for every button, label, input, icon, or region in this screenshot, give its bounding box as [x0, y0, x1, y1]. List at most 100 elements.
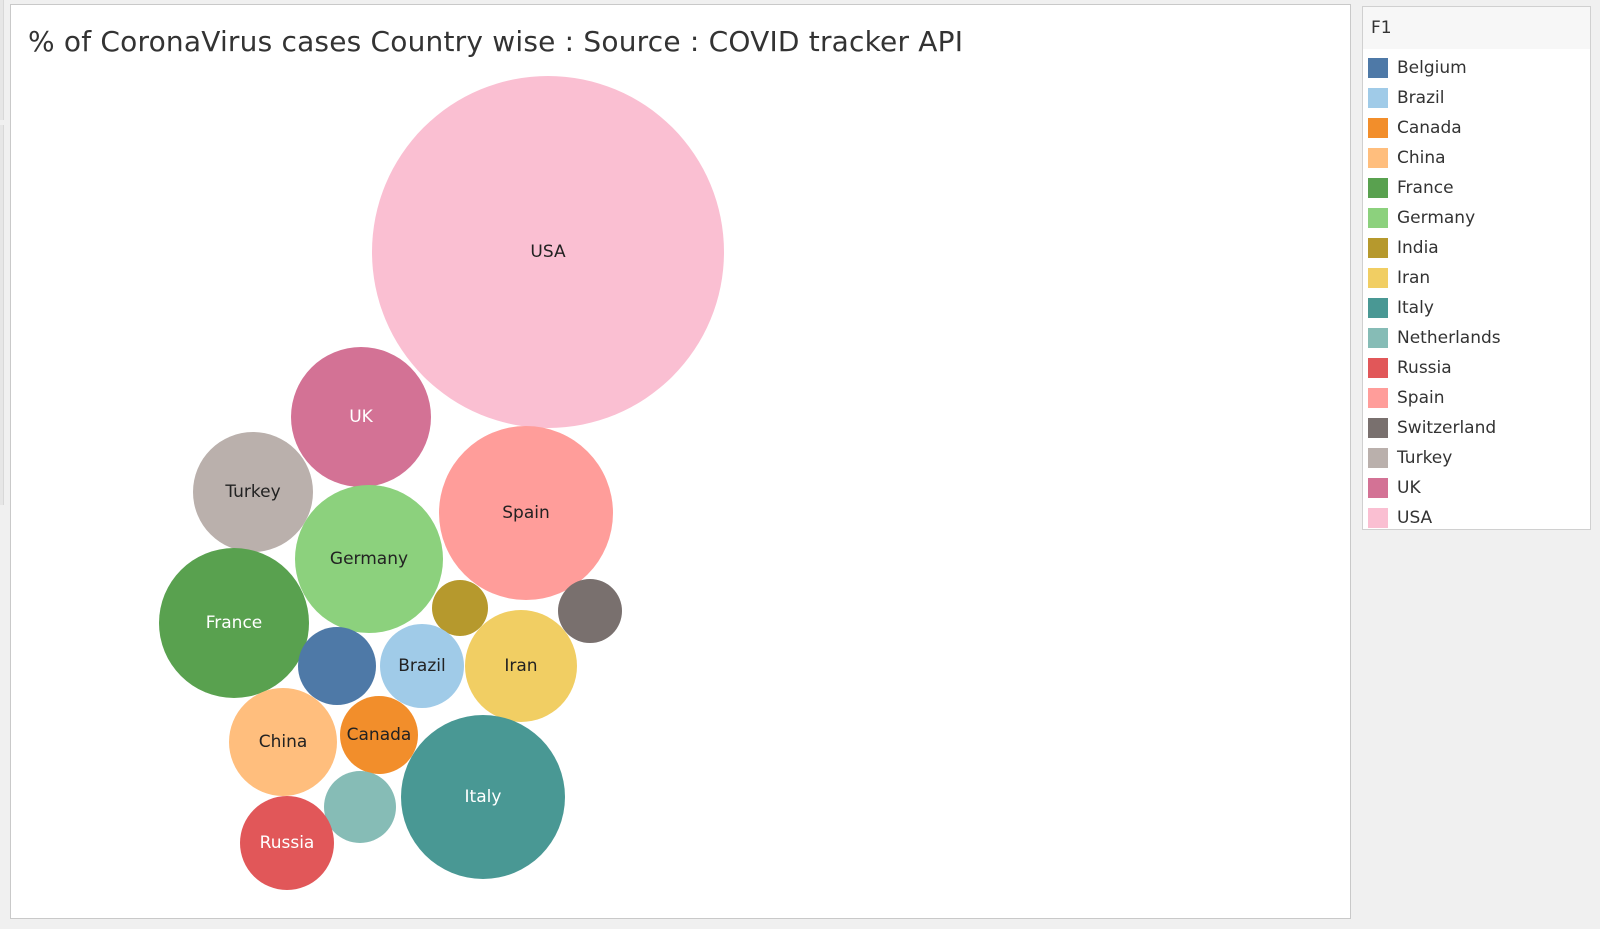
- legend-label: Spain: [1397, 388, 1445, 408]
- bubble-switzerland[interactable]: [558, 579, 622, 643]
- legend-title: F1: [1363, 7, 1590, 49]
- bubble-label: Canada: [347, 725, 412, 745]
- bubble-label: Italy: [465, 787, 502, 807]
- bubble-belgium[interactable]: [298, 627, 376, 705]
- legend-item[interactable]: Turkey: [1363, 443, 1590, 473]
- legend-label: France: [1397, 178, 1454, 198]
- legend-swatch: [1368, 88, 1388, 108]
- legend-item[interactable]: Canada: [1363, 113, 1590, 143]
- bubble-iran[interactable]: Iran: [465, 610, 577, 722]
- bubble-label: Spain: [502, 503, 550, 523]
- bubble-circle[interactable]: [372, 76, 724, 428]
- legend-swatch: [1368, 208, 1388, 228]
- bubble-turkey[interactable]: Turkey: [193, 432, 313, 552]
- legend-swatch: [1368, 298, 1388, 318]
- legend-item[interactable]: UK: [1363, 473, 1590, 503]
- legend-swatch: [1368, 238, 1388, 258]
- legend-label: UK: [1397, 478, 1421, 498]
- bubble-canada[interactable]: Canada: [340, 696, 418, 774]
- bubble-circle[interactable]: [380, 624, 464, 708]
- chart-panel: % of CoronaVirus cases Country wise : So…: [10, 4, 1351, 919]
- bubble-circle[interactable]: [465, 610, 577, 722]
- legend-item[interactable]: Russia: [1363, 353, 1590, 383]
- bubble-circle[interactable]: [324, 771, 396, 843]
- legend-swatch: [1368, 358, 1388, 378]
- legend-item[interactable]: USA: [1363, 503, 1590, 533]
- legend-label: Germany: [1397, 208, 1476, 228]
- legend-label: Canada: [1397, 118, 1462, 138]
- legend-label: Russia: [1397, 358, 1452, 378]
- bubble-germany[interactable]: Germany: [295, 485, 443, 633]
- legend-item[interactable]: Switzerland: [1363, 413, 1590, 443]
- legend-swatch: [1368, 58, 1388, 78]
- bubble-circle[interactable]: [291, 347, 431, 487]
- bubble-label: France: [206, 613, 263, 633]
- left-edge-strip: [0, 0, 4, 120]
- legend-item[interactable]: Netherlands: [1363, 323, 1590, 353]
- legend-label: Iran: [1397, 268, 1431, 288]
- bubble-circle[interactable]: [298, 627, 376, 705]
- left-edge-strip: [0, 125, 4, 505]
- legend-label: Switzerland: [1397, 418, 1497, 438]
- legend-list: Belgium Brazil Canada China France Germany Ind…: [1363, 49, 1590, 533]
- bubble-circle[interactable]: [193, 432, 313, 552]
- bubble-china[interactable]: China: [229, 688, 337, 796]
- legend-label: India: [1397, 238, 1439, 258]
- legend-panel: F1 Belgium Brazil Canada China France Germany…: [1362, 6, 1591, 530]
- legend-swatch: [1368, 118, 1388, 138]
- legend-label: Netherlands: [1397, 328, 1501, 348]
- bubble-russia[interactable]: Russia: [240, 796, 334, 890]
- legend-item[interactable]: China: [1363, 143, 1590, 173]
- bubble-chart: USA UK Spain Turkey Germany France Brazil Iran C…: [159, 76, 724, 890]
- legend-item[interactable]: Brazil: [1363, 83, 1590, 113]
- chart-title: % of CoronaVirus cases Country wise : So…: [28, 25, 964, 58]
- legend-swatch: [1368, 448, 1388, 468]
- bubble-brazil[interactable]: Brazil: [380, 624, 464, 708]
- bubble-label: Russia: [260, 833, 315, 853]
- bubble-circle[interactable]: [229, 688, 337, 796]
- bubble-circle[interactable]: [439, 426, 613, 600]
- legend-item[interactable]: Germany: [1363, 203, 1590, 233]
- bubble-label: Germany: [330, 549, 408, 569]
- bubble-circle[interactable]: [295, 485, 443, 633]
- legend-item[interactable]: Belgium: [1363, 53, 1590, 83]
- bubble-circle[interactable]: [159, 548, 309, 698]
- bubble-label: USA: [530, 242, 566, 262]
- legend-swatch: [1368, 508, 1388, 528]
- bubble-france[interactable]: France: [159, 548, 309, 698]
- bubble-label: UK: [349, 407, 373, 427]
- legend-item[interactable]: Iran: [1363, 263, 1590, 293]
- legend-label: Italy: [1397, 298, 1434, 318]
- bubble-circle[interactable]: [340, 696, 418, 774]
- bubble-circle[interactable]: [432, 580, 488, 636]
- legend-item[interactable]: India: [1363, 233, 1590, 263]
- legend-swatch: [1368, 328, 1388, 348]
- legend-swatch: [1368, 418, 1388, 438]
- bubble-circle[interactable]: [401, 715, 565, 879]
- bubble-circle[interactable]: [240, 796, 334, 890]
- legend-swatch: [1368, 148, 1388, 168]
- legend-label: Turkey: [1397, 448, 1453, 468]
- legend-item[interactable]: Italy: [1363, 293, 1590, 323]
- bubble-spain[interactable]: Spain: [439, 426, 613, 600]
- legend-label: Brazil: [1397, 88, 1445, 108]
- bubble-label: Turkey: [224, 482, 280, 502]
- legend-item[interactable]: Spain: [1363, 383, 1590, 413]
- legend-swatch: [1368, 178, 1388, 198]
- bubble-italy[interactable]: Italy: [401, 715, 565, 879]
- bubble-netherlands[interactable]: [324, 771, 396, 843]
- bubble-usa[interactable]: USA: [372, 76, 724, 428]
- bubble-circle[interactable]: [558, 579, 622, 643]
- bubble-label: Brazil: [398, 656, 445, 676]
- legend-item[interactable]: France: [1363, 173, 1590, 203]
- legend-swatch: [1368, 388, 1388, 408]
- legend-label: China: [1397, 148, 1446, 168]
- legend-label: USA: [1397, 508, 1433, 528]
- legend-swatch: [1368, 268, 1388, 288]
- bubble-label: Iran: [504, 656, 537, 676]
- bubble-label: China: [259, 732, 308, 752]
- bubble-india[interactable]: [432, 580, 488, 636]
- legend-swatch: [1368, 478, 1388, 498]
- legend-label: Belgium: [1397, 58, 1467, 78]
- bubble-uk[interactable]: UK: [291, 347, 431, 487]
